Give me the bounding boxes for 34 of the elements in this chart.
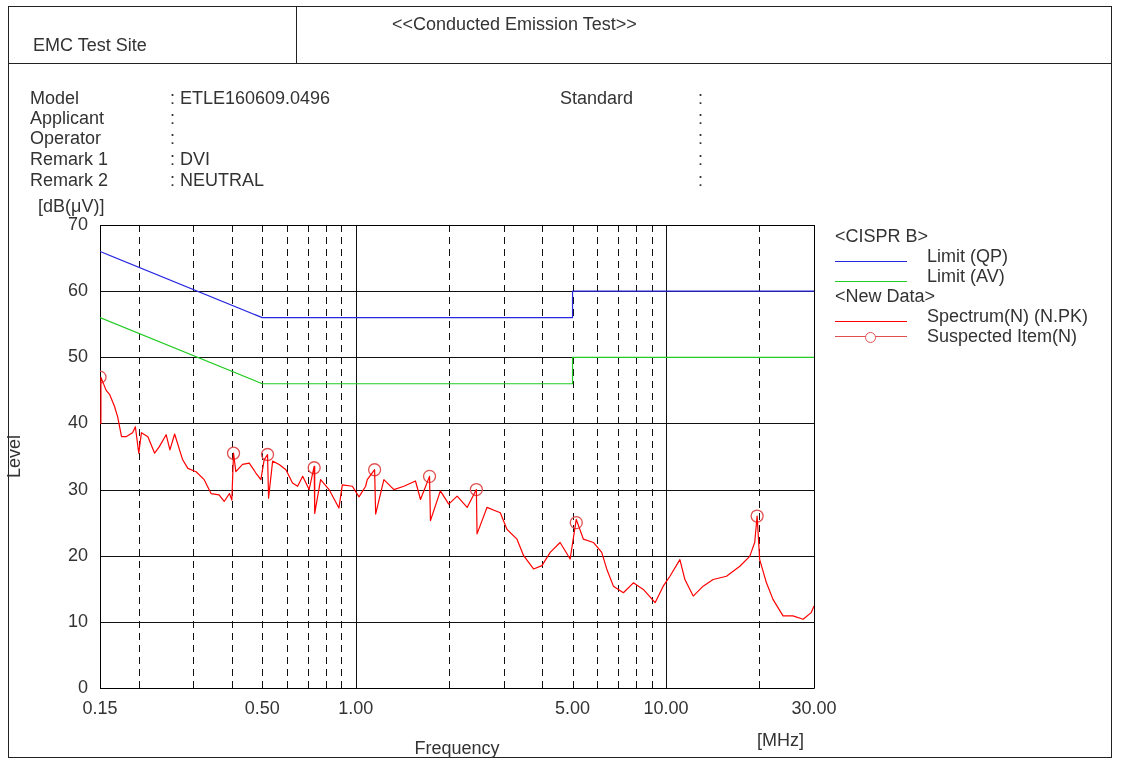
x-axis-title: Frequency bbox=[414, 738, 500, 759]
text: Remark 2 : NEUTRAL bbox=[30, 170, 265, 190]
legend-label: Limit (QP) bbox=[927, 246, 1008, 266]
text: Applicant : bbox=[30, 108, 176, 128]
legend-label: Spectrum(N) (N.PK) bbox=[927, 306, 1089, 326]
text: <CISPR B> bbox=[835, 226, 929, 246]
text: : bbox=[698, 149, 704, 169]
text: Operator : bbox=[30, 128, 176, 148]
y-tick-label: 10 bbox=[67, 610, 88, 631]
text: EMC Test Site bbox=[33, 35, 147, 55]
x-tick-label: 0.50 bbox=[244, 697, 280, 718]
text: Model : ETLE160609.0496 bbox=[30, 88, 331, 108]
x-tick-label: 30.00 bbox=[791, 697, 837, 718]
x-tick-label: 5.00 bbox=[555, 697, 591, 718]
text: <New Data> bbox=[835, 286, 936, 306]
y-tick-label: 50 bbox=[67, 346, 88, 367]
chart-title: <<Conducted Emission Test>> bbox=[392, 14, 637, 34]
legend-label: Limit (AV) bbox=[927, 266, 1005, 286]
y-tick-label: 30 bbox=[67, 478, 88, 499]
x-tick-label: 1.00 bbox=[338, 697, 374, 718]
text: : bbox=[698, 108, 704, 128]
text: Remark 1 : DVI bbox=[30, 149, 211, 169]
x-tick-label: 0.15 bbox=[82, 697, 118, 718]
y-tick-label: 0 bbox=[77, 676, 88, 697]
x-tick-label: 10.00 bbox=[643, 697, 689, 718]
text: [MHz] bbox=[757, 730, 804, 750]
text: : bbox=[698, 128, 704, 148]
text: Standard : bbox=[560, 88, 704, 108]
legend-label: Suspected Item(N) bbox=[927, 326, 1078, 346]
text: : bbox=[698, 170, 704, 190]
y-axis-title: Level bbox=[3, 434, 24, 479]
y-tick-label: 60 bbox=[67, 280, 88, 301]
y-tick-label: 20 bbox=[67, 544, 88, 565]
y-tick-label: 40 bbox=[67, 412, 88, 433]
